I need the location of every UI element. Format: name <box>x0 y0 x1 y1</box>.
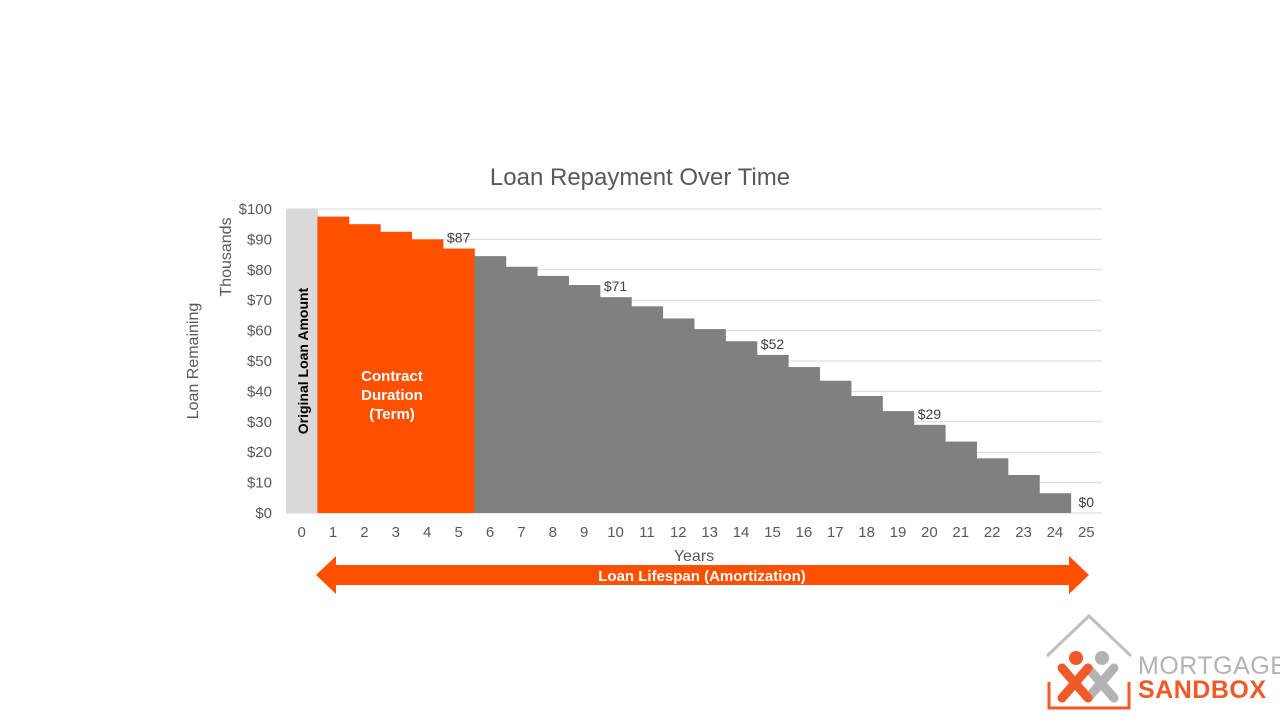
bar-year-13 <box>694 329 726 513</box>
bar-year-5 <box>442 248 475 513</box>
y-axis-unit-label: Thousands <box>218 217 235 296</box>
logo-roof-icon <box>1045 613 1133 658</box>
x-tick-label: 13 <box>701 524 718 541</box>
chart-title: Loan Repayment Over Time <box>490 164 790 191</box>
x-tick-label: 16 <box>796 524 813 541</box>
bar-year-17 <box>819 380 852 513</box>
bar-year-1 <box>317 216 350 513</box>
term-label-line: Contract <box>361 368 423 385</box>
bar-year-22 <box>976 458 1009 513</box>
y-tick-label: $90 <box>247 231 272 248</box>
x-tick-label: 18 <box>858 524 875 541</box>
x-axis-title: Years <box>674 548 714 565</box>
bar-year-9 <box>568 285 601 513</box>
bar-year-4 <box>411 239 444 513</box>
amortization-arrow: Loan Lifespan (Amortization) <box>316 556 1089 594</box>
mortgage-sandbox-logo: MORTGAGE SANDBOX <box>1045 613 1280 710</box>
x-tick-label: 6 <box>486 524 494 541</box>
x-tick-label: 12 <box>670 524 687 541</box>
amortization-arrow-shape <box>316 556 1089 594</box>
x-tick-label: 3 <box>392 524 400 541</box>
bar-year-0 <box>286 209 318 513</box>
y-tick-label: $80 <box>247 262 272 279</box>
x-tick-label: 22 <box>984 524 1001 541</box>
logo-text-mortgage: MORTGAGE <box>1138 652 1280 680</box>
bar-year-8 <box>537 275 569 513</box>
x-tick-label: 21 <box>952 524 969 541</box>
bar-year-20 <box>913 424 946 513</box>
bar-year-11 <box>631 306 664 513</box>
data-labels: $87 $71 $52 $29 $0 <box>447 230 1094 510</box>
y-axis-title: Loan Remaining <box>185 303 202 420</box>
data-label: $52 <box>761 336 785 352</box>
x-tick-label: 0 <box>298 524 306 541</box>
term-label-line: Duration <box>361 387 423 404</box>
bar-year-21 <box>945 441 977 513</box>
original-loan-label: Original Loan Amount <box>295 287 311 434</box>
x-tick-label: 7 <box>517 524 525 541</box>
bar-year-16 <box>788 367 821 513</box>
bar-year-18 <box>850 395 883 513</box>
x-tick-label: 19 <box>890 524 907 541</box>
x-tick-label: 11 <box>639 524 655 541</box>
x-tick-label: 9 <box>580 524 588 541</box>
y-tick-label: $100 <box>239 201 272 218</box>
data-label: $29 <box>918 406 942 422</box>
y-tick-label: $70 <box>247 292 272 309</box>
x-tick-label: 2 <box>360 524 368 541</box>
bar-year-3 <box>380 231 413 514</box>
bar-year-6 <box>474 256 507 513</box>
x-tick-label: 8 <box>549 524 557 541</box>
amortization-label: Loan Lifespan (Amortization) <box>598 568 806 585</box>
bar-year-23 <box>1007 475 1040 513</box>
x-tick-label: 5 <box>454 524 462 541</box>
x-tick-label: 14 <box>733 524 750 541</box>
bar-year-2 <box>348 224 381 513</box>
x-tick-label: 24 <box>1047 524 1064 541</box>
logo-people-icon <box>1057 651 1119 703</box>
bar-year-12 <box>662 318 695 513</box>
bars <box>286 209 1072 514</box>
bar-year-24 <box>1039 493 1072 513</box>
y-tick-label: $10 <box>247 475 272 492</box>
x-tick-label: 20 <box>921 524 938 541</box>
y-tick-label: $60 <box>247 323 272 340</box>
bar-year-10 <box>599 297 632 513</box>
x-tick-label: 1 <box>329 524 337 541</box>
data-label: $87 <box>447 230 471 246</box>
data-label: $0 <box>1079 494 1095 510</box>
y-tick-label: $40 <box>247 383 272 400</box>
y-tick-label: $0 <box>255 505 272 522</box>
x-tick-label: 15 <box>764 524 781 541</box>
y-tick-label: $30 <box>247 414 272 431</box>
x-tick-label: 17 <box>827 524 844 541</box>
y-tick-label: $20 <box>247 444 272 461</box>
data-label: $71 <box>604 278 628 294</box>
x-tick-label: 10 <box>607 524 624 541</box>
logo-base-icon <box>1047 682 1131 710</box>
bar-year-14 <box>725 341 758 513</box>
bar-year-19 <box>882 411 915 513</box>
logo-text-sandbox: SANDBOX <box>1138 676 1267 704</box>
term-label: Contract Duration (Term) <box>361 368 423 423</box>
bar-year-7 <box>505 266 538 513</box>
x-tick-label: 25 <box>1078 524 1095 541</box>
y-tick-label: $50 <box>247 353 272 370</box>
x-tick-label: 4 <box>423 524 431 541</box>
term-label-line: (Term) <box>369 406 415 423</box>
x-tick-label: 23 <box>1015 524 1032 541</box>
bar-year-15 <box>756 354 789 513</box>
